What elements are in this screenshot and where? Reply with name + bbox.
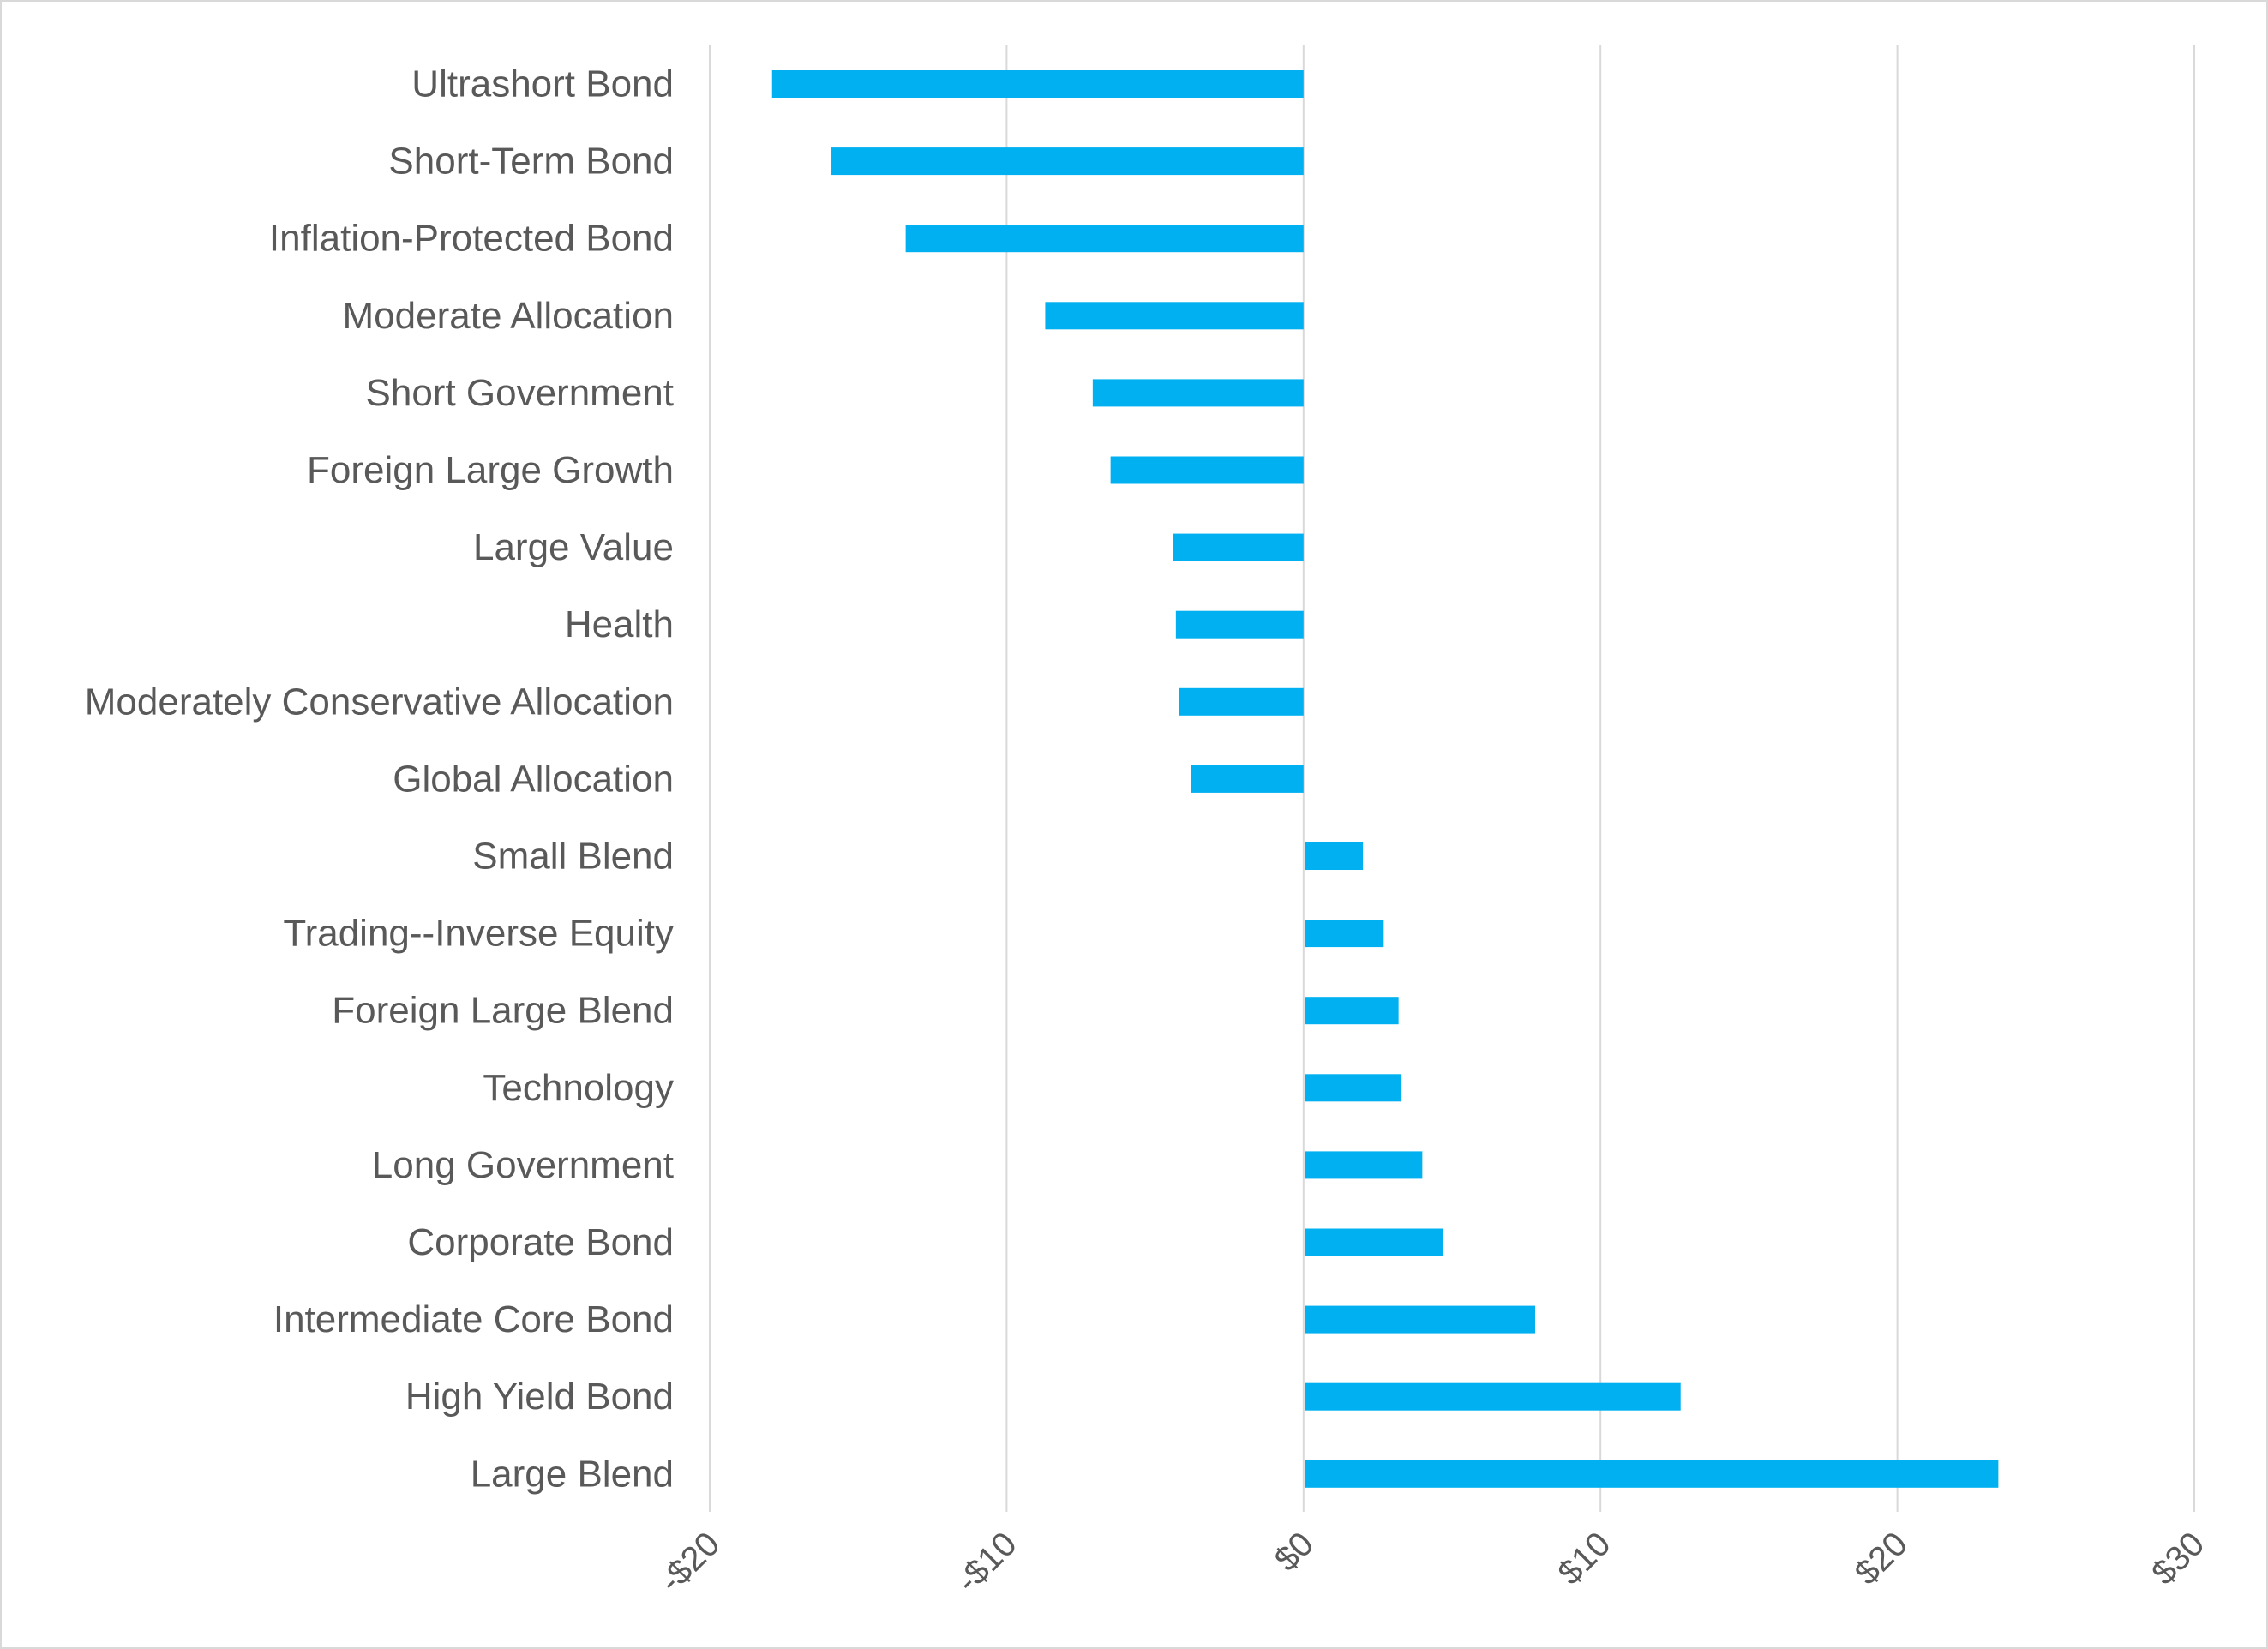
bar bbox=[1305, 1151, 1423, 1179]
category-label: Ultrashort Bond bbox=[411, 63, 674, 105]
bar bbox=[771, 70, 1304, 98]
category-label: Moderately Conservative Allocation bbox=[85, 681, 674, 723]
category-label: Intermediate Core Bond bbox=[273, 1298, 674, 1340]
bar bbox=[1305, 920, 1384, 948]
category-label: Large Blend bbox=[471, 1453, 674, 1495]
x-tick-label: $30 bbox=[2145, 1525, 2211, 1592]
bar bbox=[905, 225, 1304, 253]
category-label: Short-Term Bond bbox=[388, 141, 674, 183]
category-label: Short Government bbox=[366, 372, 675, 414]
bar bbox=[831, 147, 1304, 176]
bar bbox=[1305, 1460, 1999, 1488]
bar bbox=[1045, 302, 1304, 330]
category-label-layer: Ultrashort Bond Short-Term Bond Inflation-… bbox=[85, 63, 674, 1496]
category-label: Small Blend bbox=[472, 836, 674, 878]
bar bbox=[1191, 765, 1304, 793]
bar bbox=[1305, 1305, 1535, 1334]
x-tick-label: -$10 bbox=[949, 1525, 1024, 1600]
category-label: Moderate Allocation bbox=[343, 295, 674, 337]
x-tick-label: -$20 bbox=[652, 1525, 728, 1600]
bar bbox=[1305, 1382, 1681, 1411]
bar bbox=[1175, 610, 1304, 639]
bar bbox=[1305, 1074, 1402, 1102]
x-tick-label: $10 bbox=[1551, 1525, 1617, 1592]
category-label: Global Allocation bbox=[393, 758, 674, 800]
category-label: Technology bbox=[483, 1067, 674, 1109]
category-label: Long Government bbox=[372, 1144, 674, 1186]
category-label: Foreign Large Blend bbox=[332, 990, 674, 1032]
x-tick-label: $0 bbox=[1268, 1525, 1322, 1579]
bar bbox=[1305, 842, 1364, 870]
category-label: Large Value bbox=[473, 526, 674, 568]
grid-layer bbox=[709, 45, 2195, 1512]
bar bbox=[1305, 997, 1399, 1025]
category-label: Inflation-Protected Bond bbox=[269, 218, 674, 260]
category-label: Trading--Inverse Equity bbox=[283, 913, 674, 955]
bar bbox=[1110, 456, 1304, 484]
bar bbox=[1305, 1228, 1443, 1256]
category-label: Corporate Bond bbox=[407, 1221, 674, 1263]
category-label: Foreign Large Growth bbox=[307, 449, 674, 491]
bar-layer bbox=[771, 70, 1999, 1488]
bar bbox=[1173, 533, 1304, 561]
category-label: Health bbox=[565, 603, 674, 645]
tick-label-layer: -$20 -$10 $0 $10 $20 $30 bbox=[652, 1525, 2212, 1600]
x-tick-label: $20 bbox=[1848, 1525, 1915, 1592]
bar bbox=[1092, 379, 1304, 407]
category-label: High Yield Bond bbox=[405, 1376, 674, 1418]
bar bbox=[1179, 687, 1304, 716]
